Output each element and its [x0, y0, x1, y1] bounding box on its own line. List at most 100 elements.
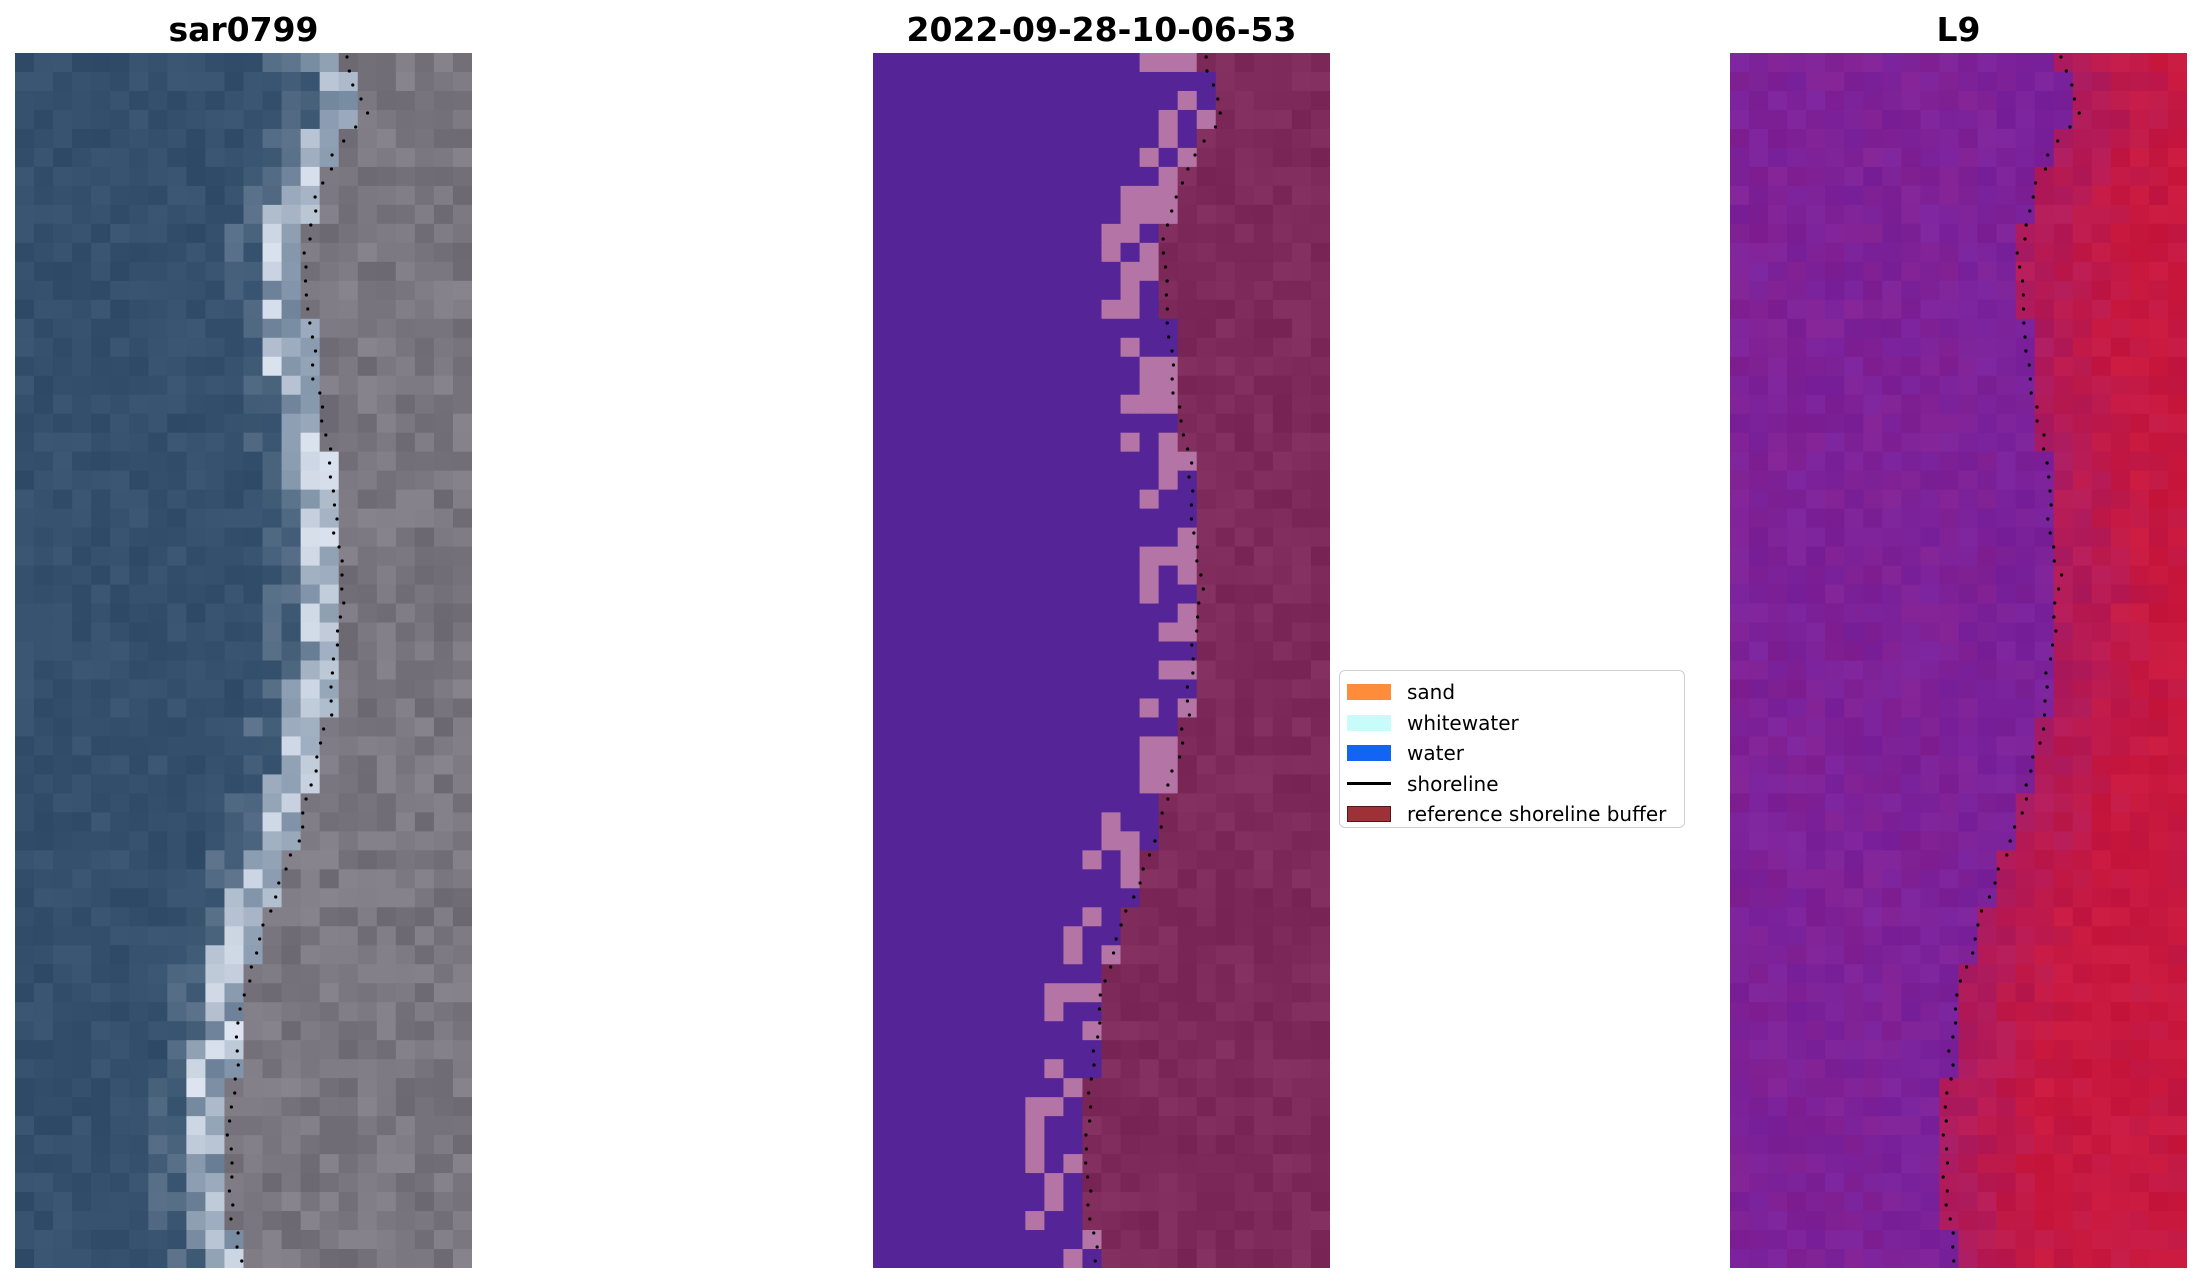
index-pixel [2015, 622, 2036, 643]
rgb-pixel [452, 755, 472, 775]
index-pixel [1863, 53, 1883, 73]
rgb-pixel [110, 451, 130, 472]
index-pixel [1768, 1211, 1788, 1231]
index-pixel [2053, 945, 2074, 965]
class-pixel [949, 394, 969, 415]
rgb-pixel [414, 1116, 435, 1136]
class-pixel [1120, 812, 1141, 832]
index-pixel [1768, 907, 1788, 927]
index-pixel [1977, 318, 1998, 339]
class-pixel [1272, 983, 1293, 1003]
index-pixel [2110, 166, 2131, 187]
rgb-pixel [414, 1059, 435, 1079]
rgb-pixel [34, 185, 54, 206]
index-pixel [1825, 470, 1845, 491]
class-pixel [1272, 1002, 1293, 1022]
rgb-pixel [243, 1116, 264, 1136]
shoreline-point [2048, 531, 2052, 535]
rgb-pixel [414, 584, 435, 605]
class-pixel [1177, 147, 1198, 168]
index-pixel [1958, 185, 1979, 206]
class-pixel [987, 945, 1007, 965]
index-pixel [2053, 109, 2074, 130]
index-pixel [1901, 432, 1922, 453]
index-pixel [1787, 983, 1807, 1003]
class-pixel [892, 261, 912, 282]
class-pixel [1063, 755, 1084, 775]
rgb-pixel [262, 451, 283, 472]
index-pixel [1825, 907, 1845, 927]
index-pixel [1730, 926, 1750, 946]
rgb-pixel [110, 907, 130, 927]
rgb-pixel [319, 90, 340, 111]
index-pixel [1730, 869, 1750, 889]
class-pixel [1310, 470, 1330, 491]
index-pixel [2015, 584, 2036, 605]
rgb-pixel [91, 432, 111, 453]
index-pixel [2110, 698, 2131, 719]
class-pixel [873, 356, 893, 377]
rgb-pixel [395, 888, 416, 908]
class-pixel [1291, 1135, 1312, 1155]
rgb-pixel [300, 318, 321, 339]
rgb-pixel [53, 1002, 73, 1022]
rgb-pixel [262, 489, 283, 510]
rgb-pixel [129, 53, 149, 73]
index-pixel [1844, 356, 1864, 377]
index-pixel [1939, 1230, 1960, 1250]
index-pixel [2148, 1154, 2169, 1174]
index-pixel [2053, 1135, 2074, 1155]
rgb-pixel [167, 318, 187, 339]
rgb-pixel [281, 1230, 302, 1250]
class-pixel [1253, 774, 1274, 794]
rgb-pixel [300, 527, 321, 548]
rgb-pixel [319, 375, 340, 396]
rgb-pixel [186, 166, 207, 187]
class-pixel [1063, 318, 1084, 339]
class-pixel [949, 546, 969, 567]
index-pixel [1977, 71, 1998, 92]
index-pixel [1749, 280, 1769, 301]
class-pixel [1044, 128, 1065, 149]
rgb-pixel [452, 679, 472, 700]
class-pixel [892, 53, 912, 73]
rgb-pixel [319, 508, 340, 529]
rgb-pixel [433, 527, 454, 548]
class-pixel [1101, 679, 1122, 700]
rgb-pixel [110, 717, 130, 738]
rgb-pixel [110, 698, 130, 719]
rgb-pixel [338, 71, 359, 92]
class-pixel [1272, 508, 1293, 529]
rgb-pixel [72, 1230, 92, 1250]
rgb-pixel [15, 90, 35, 111]
class-pixel [987, 394, 1007, 415]
rgb-pixel [91, 584, 111, 605]
class-pixel [1177, 356, 1198, 377]
rgb-pixel [338, 1040, 359, 1060]
shoreline-point [1993, 881, 1997, 885]
rgb-pixel [243, 660, 264, 681]
index-pixel [1787, 945, 1807, 965]
index-pixel [1730, 318, 1750, 339]
index-pixel [1977, 261, 1998, 282]
rgb-pixel [129, 451, 149, 472]
class-pixel [1120, 489, 1141, 510]
class-pixel [1025, 394, 1045, 415]
shoreline-point [249, 965, 253, 969]
class-pixel [1120, 1192, 1141, 1212]
index-pixel [2110, 489, 2131, 510]
class-pixel [1310, 1002, 1330, 1022]
class-pixel [1310, 432, 1330, 453]
rgb-pixel [148, 470, 168, 491]
class-pixel [1196, 1059, 1217, 1079]
index-pixel [1787, 470, 1807, 491]
index-pixel [1787, 1002, 1807, 1022]
rgb-pixel [338, 565, 359, 586]
rgb-pixel [110, 1230, 130, 1250]
class-pixel [911, 242, 931, 263]
index-pixel [2072, 280, 2093, 301]
class-pixel [968, 489, 988, 510]
class-pixel [1120, 698, 1141, 719]
index-pixel [2091, 774, 2112, 794]
rgb-pixel [357, 1211, 378, 1231]
